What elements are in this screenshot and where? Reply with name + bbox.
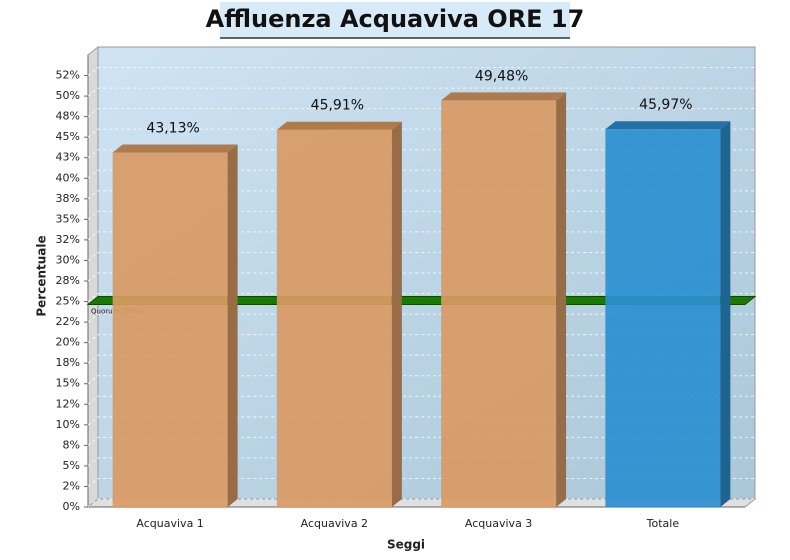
y-tick-label: 45% [56, 130, 80, 143]
y-tick-label: 48% [56, 110, 80, 123]
grid-line [87, 67, 755, 76]
value-label: 45,97% [639, 97, 692, 113]
bar-top [441, 92, 567, 101]
y-tick-label: 5% [63, 459, 80, 472]
y-tick-label: 8% [63, 438, 80, 451]
y-tick-label: 50% [56, 89, 80, 102]
bar [605, 129, 721, 507]
y-tick-label: 22% [56, 315, 80, 328]
grid-line [87, 87, 755, 97]
y-tick-label: 38% [56, 192, 80, 205]
x-tick-label: Acquaviva 1 [136, 517, 203, 530]
x-axis-label: Seggi [387, 538, 425, 552]
value-label: 49,48% [475, 68, 528, 84]
bar [441, 100, 557, 507]
y-tick-label: 15% [56, 377, 80, 390]
y-tick-label: 2% [63, 479, 80, 492]
value-label: 43,13% [146, 121, 199, 137]
y-tick-label: 10% [56, 418, 80, 431]
bar-side [227, 144, 238, 508]
x-tick-label: Acquaviva 2 [301, 517, 368, 530]
bar-top [605, 121, 731, 130]
value-label: 45,91% [311, 98, 364, 114]
chart-title: Affluenza Acquaviva ORE 17 [206, 5, 585, 33]
y-tick-label: 30% [56, 253, 80, 266]
x-tick-label: Totale [646, 517, 680, 530]
bar-top [112, 144, 238, 153]
y-axis-label: Percentuale [35, 235, 49, 316]
bar-top [276, 121, 402, 130]
y-tick-label: 25% [56, 295, 80, 308]
bar-side [556, 92, 567, 507]
y-tick-label: 12% [56, 397, 80, 410]
y-tick-label: 20% [56, 336, 80, 349]
bar-side [391, 121, 402, 507]
x-tick-label: Acquaviva 3 [465, 517, 532, 530]
bar-side [720, 121, 731, 508]
bar [112, 152, 228, 508]
y-tick-label: 0% [63, 500, 80, 513]
title-box [220, 2, 570, 38]
plot: 0% 2% 5% 8% 10% 12% 15% 18% 20% 22% 25% 28% 30% 32% 35… [56, 45, 757, 530]
y-tick-label: 43% [56, 151, 80, 164]
y-tick-label: 28% [56, 274, 80, 287]
bar [276, 129, 392, 507]
y-tick-label: 52% [56, 69, 80, 82]
y-tick-label: 40% [56, 171, 80, 184]
y-tick-label: 32% [56, 233, 80, 246]
y-tick-label: 18% [56, 356, 80, 369]
y-tick-label: 35% [56, 212, 80, 225]
